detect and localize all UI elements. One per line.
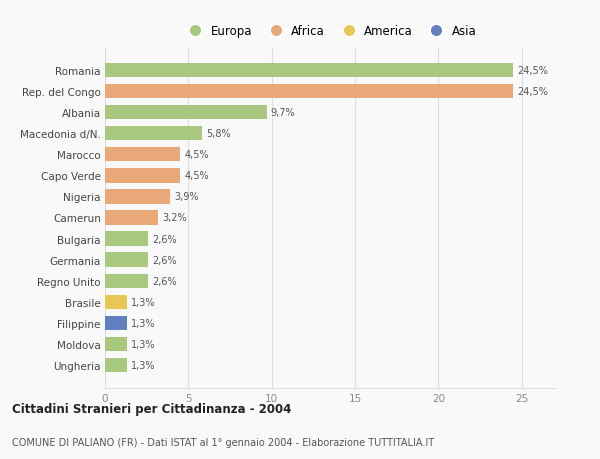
Bar xyxy=(105,211,158,225)
Bar xyxy=(105,274,148,288)
Text: 2,6%: 2,6% xyxy=(152,234,177,244)
Bar xyxy=(105,64,514,78)
Text: 3,2%: 3,2% xyxy=(163,213,187,223)
Bar xyxy=(105,169,180,183)
Text: COMUNE DI PALIANO (FR) - Dati ISTAT al 1° gennaio 2004 - Elaborazione TUTTITALIA: COMUNE DI PALIANO (FR) - Dati ISTAT al 1… xyxy=(12,437,434,448)
Text: 2,6%: 2,6% xyxy=(152,276,177,286)
Bar xyxy=(105,148,180,162)
Bar xyxy=(105,84,514,99)
Text: Cittadini Stranieri per Cittadinanza - 2004: Cittadini Stranieri per Cittadinanza - 2… xyxy=(12,403,292,415)
Bar xyxy=(105,316,127,330)
Bar xyxy=(105,358,127,372)
Legend: Europa, Africa, America, Asia: Europa, Africa, America, Asia xyxy=(179,20,481,43)
Text: 24,5%: 24,5% xyxy=(517,66,548,76)
Bar xyxy=(105,127,202,141)
Text: 9,7%: 9,7% xyxy=(271,108,295,118)
Text: 2,6%: 2,6% xyxy=(152,255,177,265)
Text: 4,5%: 4,5% xyxy=(184,150,209,160)
Text: 5,8%: 5,8% xyxy=(206,129,230,139)
Text: 24,5%: 24,5% xyxy=(517,87,548,97)
Bar xyxy=(105,295,127,309)
Text: 1,3%: 1,3% xyxy=(131,360,155,370)
Bar xyxy=(105,337,127,352)
Bar xyxy=(105,190,170,204)
Bar xyxy=(105,253,148,267)
Bar xyxy=(105,232,148,246)
Text: 3,9%: 3,9% xyxy=(174,192,199,202)
Text: 1,3%: 1,3% xyxy=(131,318,155,328)
Bar xyxy=(105,106,266,120)
Text: 1,3%: 1,3% xyxy=(131,339,155,349)
Text: 1,3%: 1,3% xyxy=(131,297,155,307)
Text: 4,5%: 4,5% xyxy=(184,171,209,181)
